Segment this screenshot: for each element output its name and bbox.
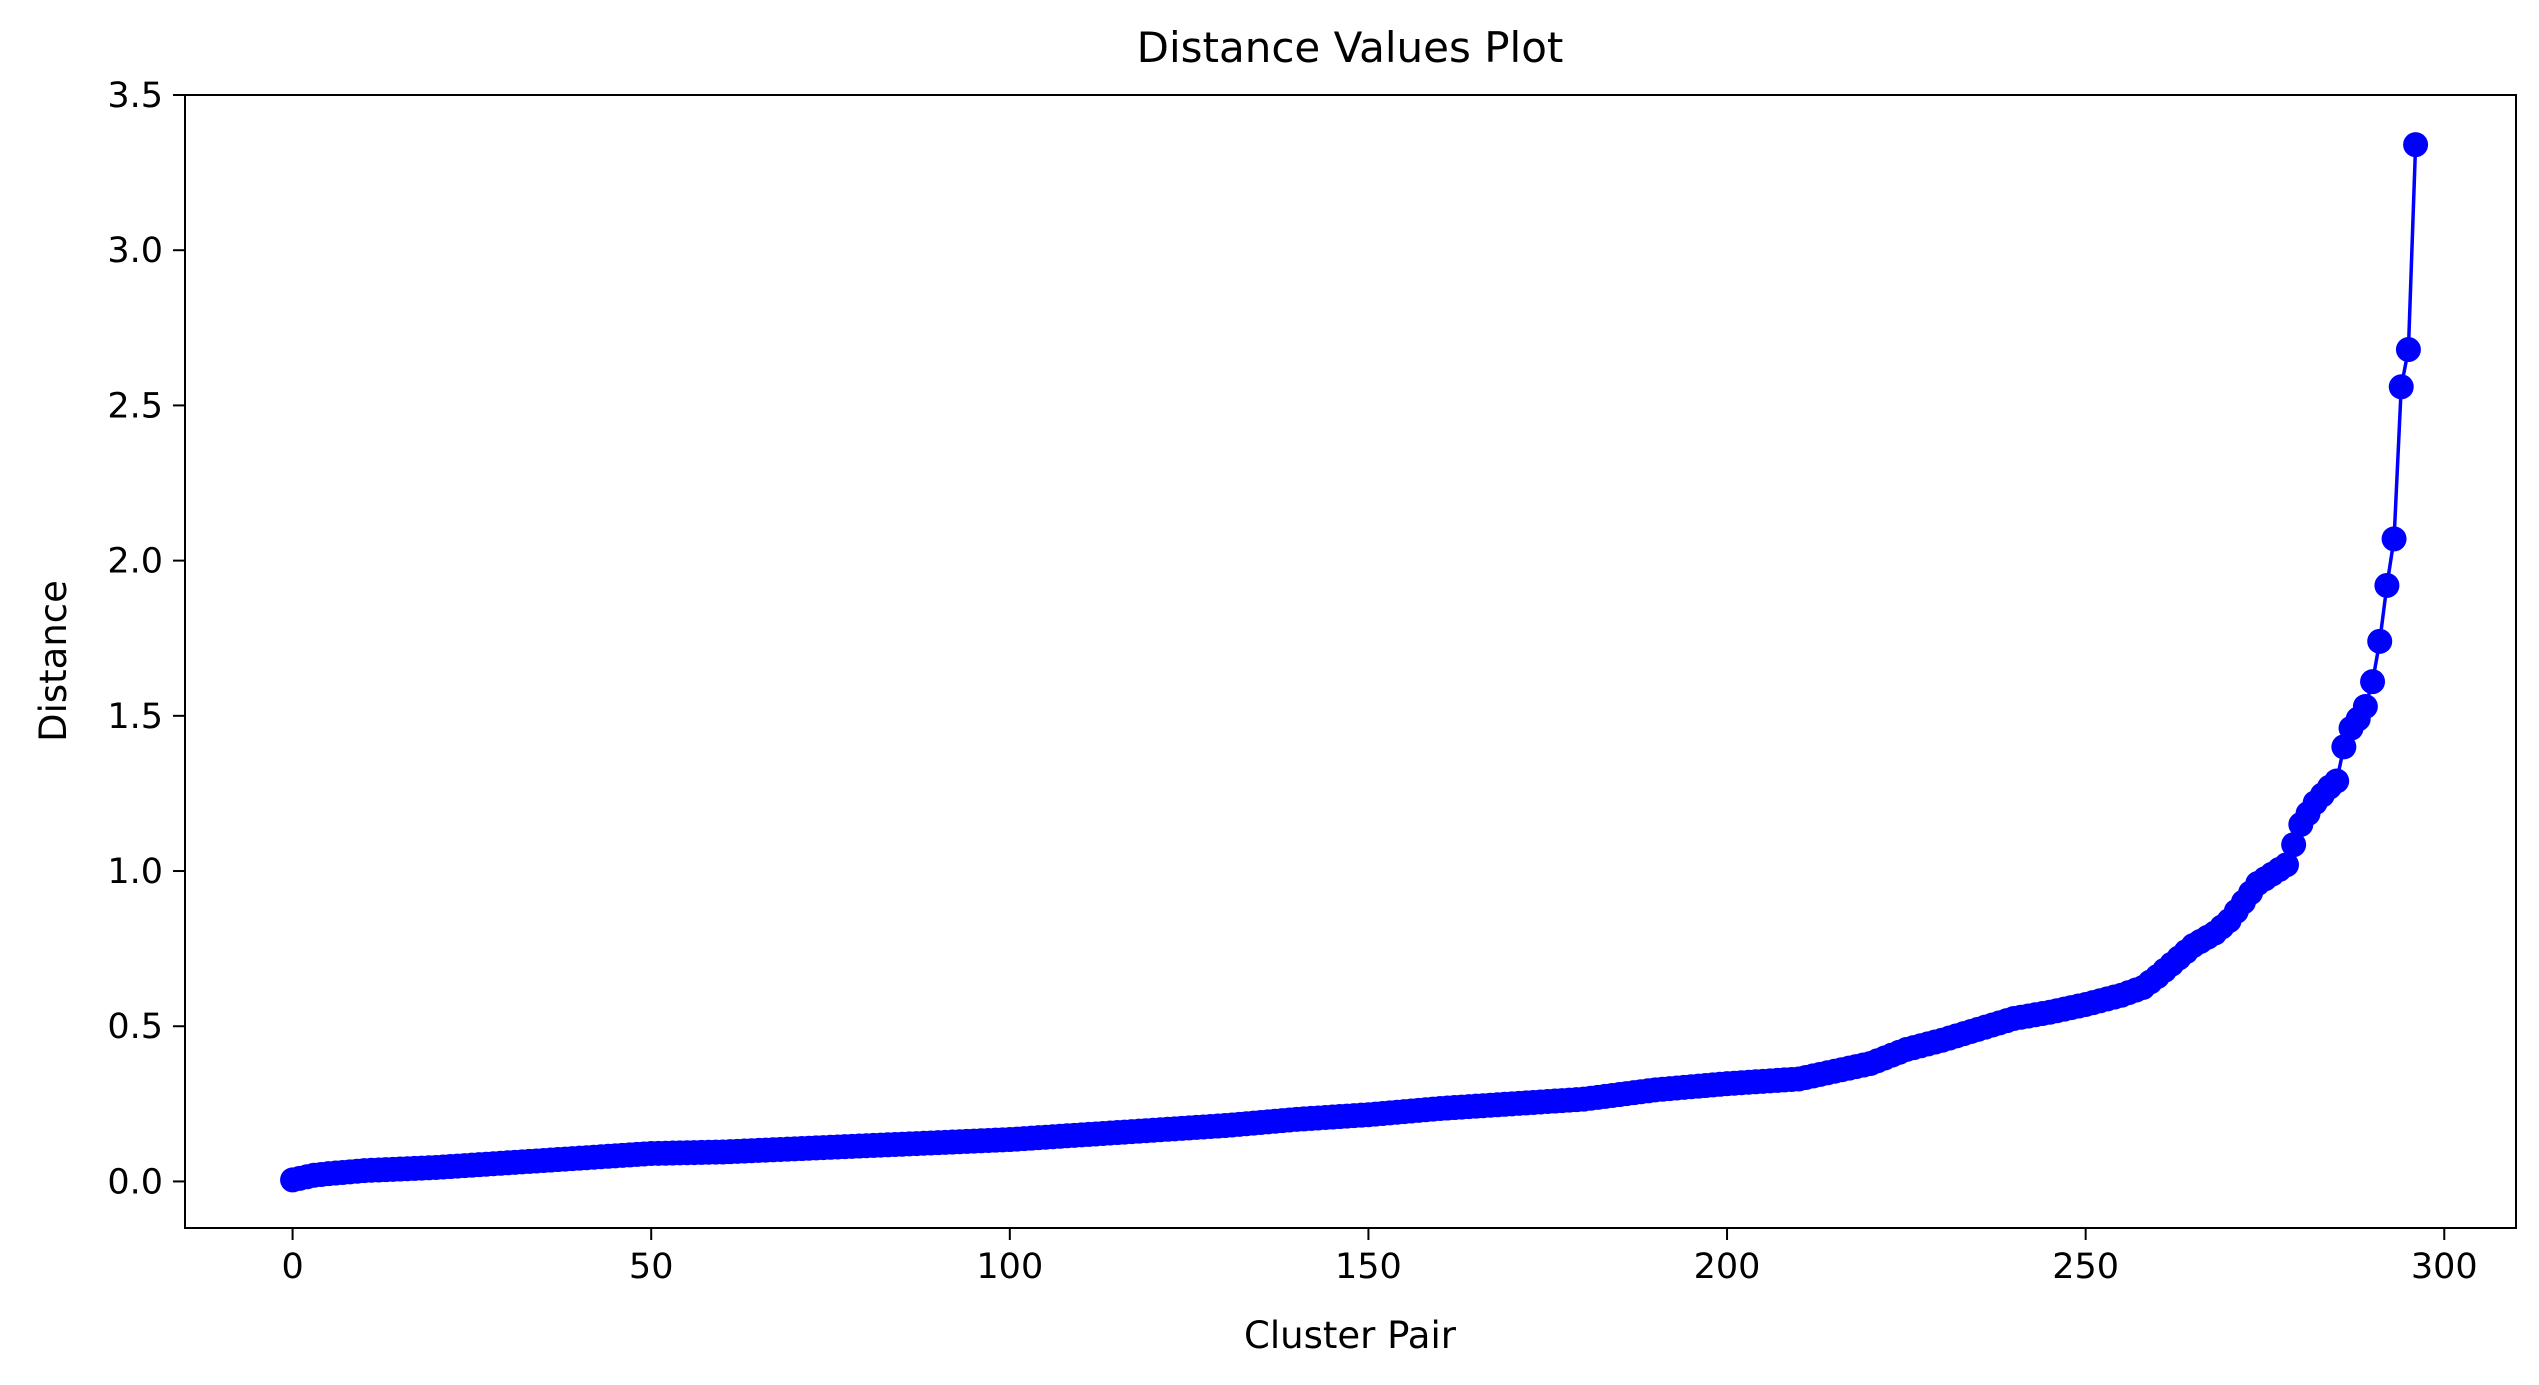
x-tick-label: 50 [629, 1247, 674, 1287]
y-tick-label: 1.5 [107, 697, 163, 737]
data-point [2324, 768, 2350, 794]
y-tick-label: 0.0 [107, 1162, 163, 1202]
data-point [2352, 694, 2378, 720]
y-axis-label: Distance [32, 580, 75, 742]
axes-frame [184, 94, 2517, 1229]
y-tick-label: 2.0 [107, 542, 163, 582]
data-point [2367, 628, 2393, 654]
y-tick-label: 3.5 [107, 76, 163, 116]
chart-title: Distance Values Plot [1137, 23, 1564, 72]
data-point [2281, 832, 2307, 858]
x-tick-label: 300 [2411, 1247, 2478, 1287]
x-axis-label: Cluster Pair [1244, 1314, 1457, 1357]
plot-area [185, 95, 2516, 1228]
x-tick-label: 100 [976, 1247, 1043, 1287]
x-tick-label: 200 [1694, 1247, 1761, 1287]
data-point [2273, 852, 2299, 878]
x-tick-label: 250 [2052, 1247, 2119, 1287]
x-tick-label: 0 [281, 1247, 303, 1287]
y-tick-label: 2.5 [107, 386, 163, 426]
data-point [2360, 669, 2386, 695]
y-tick-label: 1.0 [107, 852, 163, 892]
data-point [2395, 337, 2421, 363]
y-tick-label: 0.5 [107, 1007, 163, 1047]
data-point [2388, 374, 2414, 400]
x-tick-label: 150 [1335, 1247, 1402, 1287]
y-tick-label: 3.0 [107, 231, 163, 271]
data-point [2403, 132, 2429, 158]
data-point [2381, 526, 2407, 552]
series-group [280, 132, 2429, 1193]
y-axis: 0.0 0.5 1.0 1.5 2.0 2.5 3.0 3.5 [107, 76, 185, 1202]
x-axis: 0 50 100 150 200 250 300 [281, 1228, 2478, 1287]
data-point [2374, 572, 2400, 598]
